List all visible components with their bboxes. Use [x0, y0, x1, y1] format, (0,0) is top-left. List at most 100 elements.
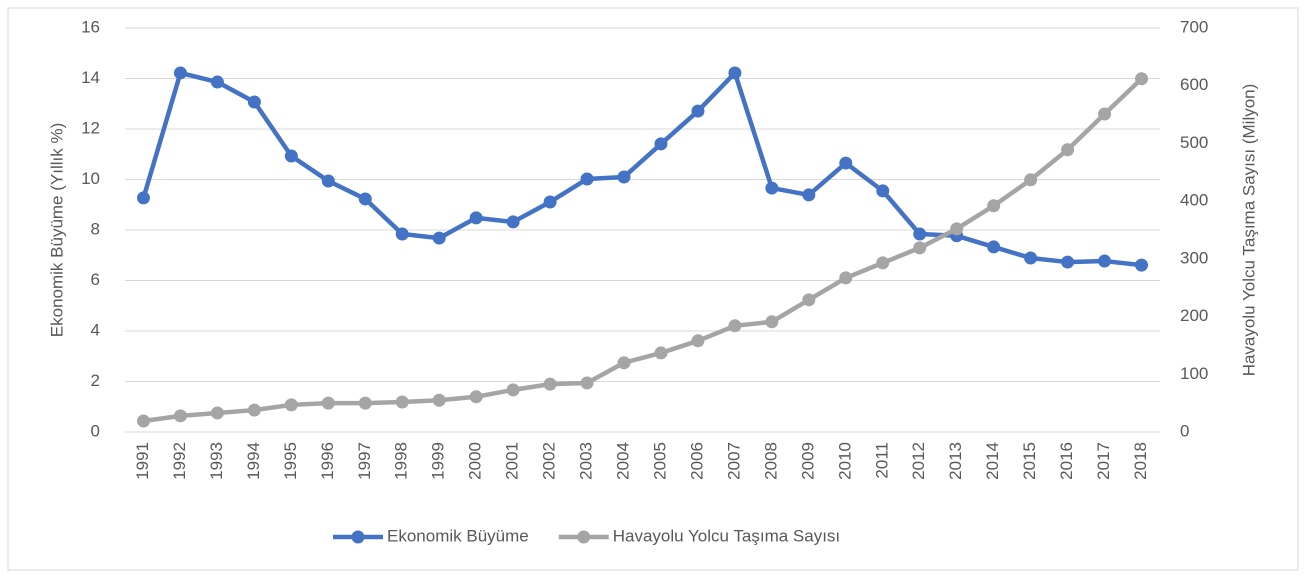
marker — [247, 95, 261, 109]
x-tick-label: 2009 — [798, 442, 817, 480]
marker — [913, 241, 927, 255]
x-tick-label: 2016 — [1057, 442, 1076, 480]
x-tick-label: 1991 — [133, 442, 152, 480]
marker — [506, 383, 520, 397]
y-tick-label: 2 — [91, 371, 100, 390]
x-tick-label: 2004 — [614, 442, 633, 480]
marker — [543, 195, 557, 209]
y-axis-label: Ekonomik Büyüme (Yıllık %) — [47, 123, 66, 337]
marker — [210, 406, 224, 420]
y-tick-label: 8 — [91, 219, 100, 238]
x-tick-label: 2000 — [466, 442, 485, 480]
marker — [1098, 254, 1112, 268]
marker — [358, 192, 372, 206]
marker — [1098, 107, 1112, 121]
y2-tick-label: 100 — [1180, 364, 1208, 383]
marker — [950, 222, 964, 236]
y2-tick-label: 300 — [1180, 248, 1208, 267]
y2-tick-label: 500 — [1180, 133, 1208, 152]
marker — [987, 240, 1001, 254]
marker — [469, 211, 483, 225]
y2-tick-label: 600 — [1180, 75, 1208, 94]
marker — [173, 409, 187, 423]
marker — [321, 396, 335, 410]
marker — [210, 75, 224, 89]
y2-tick-label: 200 — [1180, 306, 1208, 325]
x-tick-label: 1996 — [318, 442, 337, 480]
y-tick-label: 6 — [91, 270, 100, 289]
x-tick-label: 2001 — [503, 442, 522, 480]
x-tick-label: 2012 — [909, 442, 928, 480]
x-tick-label: 2005 — [650, 442, 669, 480]
x-tick-label: 1995 — [281, 442, 300, 480]
y2-tick-label: 400 — [1180, 191, 1208, 210]
marker — [395, 395, 409, 409]
y2-tick-label: 0 — [1180, 421, 1189, 440]
x-tick-label: 2011 — [872, 442, 891, 479]
y-tick-label: 16 — [81, 17, 100, 36]
x-tick-label: 1998 — [392, 442, 411, 480]
marker — [728, 66, 742, 80]
marker — [580, 376, 594, 390]
marker — [617, 170, 631, 184]
marker — [469, 390, 483, 404]
marker — [136, 191, 150, 205]
y2-tick-label: 700 — [1180, 17, 1208, 36]
line — [143, 77, 1144, 424]
marker — [839, 271, 853, 285]
marker — [173, 66, 187, 80]
legend-label: Ekonomik Büyüme — [387, 526, 529, 545]
marker — [506, 215, 520, 229]
marker — [1135, 258, 1149, 272]
x-tick-label: 2015 — [1020, 442, 1039, 480]
marker — [136, 414, 150, 428]
marker — [691, 104, 705, 118]
line — [141, 70, 1142, 268]
marker — [987, 199, 1001, 213]
legend-marker — [351, 530, 365, 544]
marker — [839, 156, 853, 170]
marker — [802, 188, 816, 202]
marker — [802, 293, 816, 307]
x-tick-label: 2008 — [761, 442, 780, 480]
x-tick-label: 2017 — [1094, 442, 1113, 480]
marker — [284, 149, 298, 163]
marker — [913, 227, 927, 241]
marker — [321, 174, 335, 188]
legend-label: Havayolu Yolcu Taşıma Sayısı — [613, 526, 840, 545]
y-tick-label: 12 — [81, 118, 100, 137]
marker — [1024, 251, 1038, 265]
marker — [284, 398, 298, 412]
x-tick-label: 2003 — [577, 442, 596, 480]
x-tick-label: 1992 — [170, 442, 189, 480]
marker — [432, 231, 446, 245]
x-tick-label: 2010 — [835, 442, 854, 480]
marker — [617, 356, 631, 370]
marker — [654, 346, 668, 360]
marker — [691, 334, 705, 348]
x-tick-label: 2013 — [946, 442, 965, 480]
x-tick-label: 1994 — [244, 442, 263, 480]
marker — [1061, 143, 1075, 157]
x-tick-label: 1999 — [429, 442, 448, 480]
x-tick-label: 2007 — [724, 442, 743, 480]
x-tick-label: 2002 — [540, 442, 559, 480]
marker — [1135, 72, 1149, 86]
y-tick-label: 10 — [81, 169, 100, 188]
marker — [395, 227, 409, 241]
y-tick-label: 0 — [91, 421, 100, 440]
marker — [876, 184, 890, 198]
x-tick-label: 2018 — [1131, 442, 1150, 480]
marker — [765, 315, 779, 329]
marker — [728, 319, 742, 333]
marker — [654, 137, 668, 151]
x-tick-label: 2006 — [687, 442, 706, 480]
marker — [247, 403, 261, 417]
x-tick-label: 2014 — [983, 442, 1002, 480]
marker — [358, 396, 372, 410]
marker — [432, 393, 446, 407]
marker — [543, 377, 557, 391]
x-tick-label: 1993 — [207, 442, 226, 480]
marker — [1061, 255, 1075, 269]
